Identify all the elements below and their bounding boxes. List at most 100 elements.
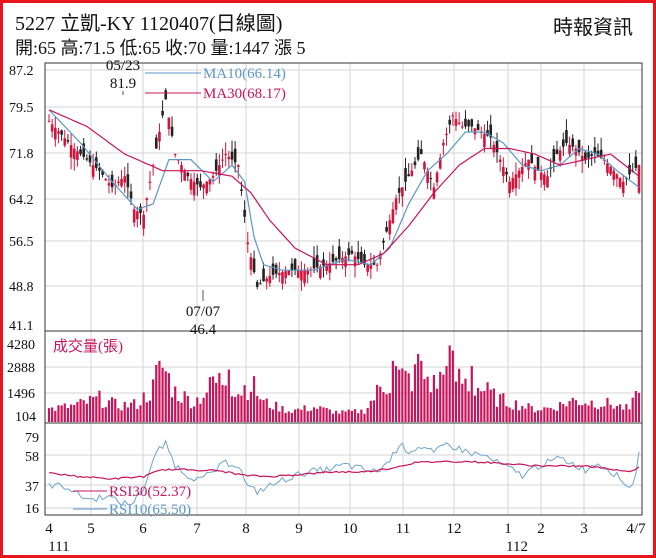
candle-body	[467, 120, 470, 127]
candle-body	[498, 159, 502, 162]
candle-body	[290, 263, 294, 271]
volume-bar	[240, 395, 243, 422]
volume-bar	[316, 408, 319, 422]
volume-bar	[60, 405, 63, 422]
volume-bar	[603, 406, 606, 422]
candle-body	[104, 178, 108, 181]
volume-bar	[303, 405, 306, 422]
price-plot	[47, 88, 641, 291]
volume-bar	[344, 411, 347, 422]
candle-body	[237, 165, 240, 167]
annotation-date: 07/07	[186, 304, 221, 320]
rsi-tick-label: 16	[25, 502, 39, 517]
candle-body	[224, 154, 227, 156]
volume-bar	[221, 384, 224, 422]
volume-bar	[407, 373, 410, 422]
candle-body	[199, 181, 202, 188]
volume-bar	[111, 397, 114, 422]
volume-bar	[577, 405, 581, 422]
rsi10-line	[48, 439, 640, 507]
volume-bar	[158, 360, 161, 422]
volume-bar	[123, 401, 126, 422]
rsi-panel-frame	[44, 422, 643, 516]
volume-bar	[281, 406, 284, 422]
volume-bar	[211, 376, 215, 422]
volume-bar	[388, 393, 391, 422]
candle-body	[281, 272, 284, 284]
volume-bar	[51, 407, 54, 422]
candle-body	[429, 178, 433, 180]
candle-body	[483, 133, 486, 148]
volume-bar	[461, 383, 464, 422]
volume-bar	[309, 410, 312, 422]
candle-body	[524, 163, 527, 167]
volume-bar	[265, 398, 268, 422]
candle-body	[470, 119, 474, 127]
candle-body	[369, 264, 373, 269]
volume-bar	[476, 387, 480, 422]
candle-body	[596, 150, 600, 156]
volume-bar	[369, 400, 372, 422]
volume-bar	[552, 409, 555, 422]
candle-body	[628, 164, 631, 175]
candle-body	[274, 264, 278, 274]
volume-bar	[511, 409, 514, 422]
volume-tick-label: 4280	[7, 338, 35, 353]
volume-bar	[360, 409, 363, 422]
candle-body	[287, 270, 291, 275]
candle-body	[240, 189, 243, 191]
volume-bar	[183, 391, 186, 422]
volume-bar	[581, 405, 584, 422]
volume-bar	[584, 403, 587, 422]
candle-body	[404, 168, 407, 182]
volume-bar	[423, 379, 426, 422]
candle-body	[120, 178, 123, 187]
candle-body	[621, 181, 625, 193]
candle-body	[303, 270, 306, 284]
volume-bar	[439, 371, 442, 422]
x-tick-label: 7	[193, 521, 201, 537]
volume-bar	[85, 403, 88, 422]
candle-body	[255, 281, 259, 287]
candle-body	[423, 162, 426, 170]
x-tick-label: 2	[537, 521, 545, 537]
volume-bar	[622, 409, 625, 422]
volume-bar	[442, 374, 445, 422]
x-year-label: 111	[48, 539, 69, 555]
x-axis-labels: 4 5 6 7 8 9 10 11 12 1 2 3 4/7 111 112	[45, 521, 646, 555]
volume-bar	[129, 402, 133, 422]
volume-bar	[470, 366, 473, 422]
ma10-legend: MA10(66.14)	[203, 66, 286, 82]
volume-bar	[417, 354, 420, 422]
candle-body	[154, 137, 158, 149]
volume-tick-label: 104	[15, 410, 36, 425]
candle-body	[331, 253, 335, 262]
volume-bar	[167, 373, 170, 422]
volume-bar	[180, 402, 183, 422]
annotation-value: 46.4	[190, 322, 217, 338]
rsi-tick-label: 58	[25, 450, 39, 465]
volume-bar	[480, 391, 483, 422]
candle-body	[580, 155, 584, 162]
candle-body	[571, 138, 575, 147]
volume-bar	[574, 400, 577, 422]
volume-bar	[230, 396, 234, 422]
candle-body	[145, 198, 149, 200]
volume-bar	[335, 410, 338, 422]
x-tick-label: 10	[343, 521, 358, 537]
candle-body	[445, 133, 448, 135]
candle-body	[438, 157, 442, 169]
candle-body	[416, 147, 420, 160]
volume-bar	[366, 408, 369, 422]
candle-body	[208, 178, 212, 185]
x-tick-label: 8	[242, 521, 250, 537]
volume-bar	[518, 410, 521, 422]
candle-body	[514, 174, 518, 189]
candle-body	[356, 252, 360, 260]
volume-bar	[63, 403, 66, 422]
volume-bar	[615, 405, 619, 422]
x-year-label: 112	[506, 539, 528, 555]
volume-bar	[495, 406, 499, 422]
candle-body	[397, 188, 401, 193]
volume-bar	[82, 400, 85, 422]
